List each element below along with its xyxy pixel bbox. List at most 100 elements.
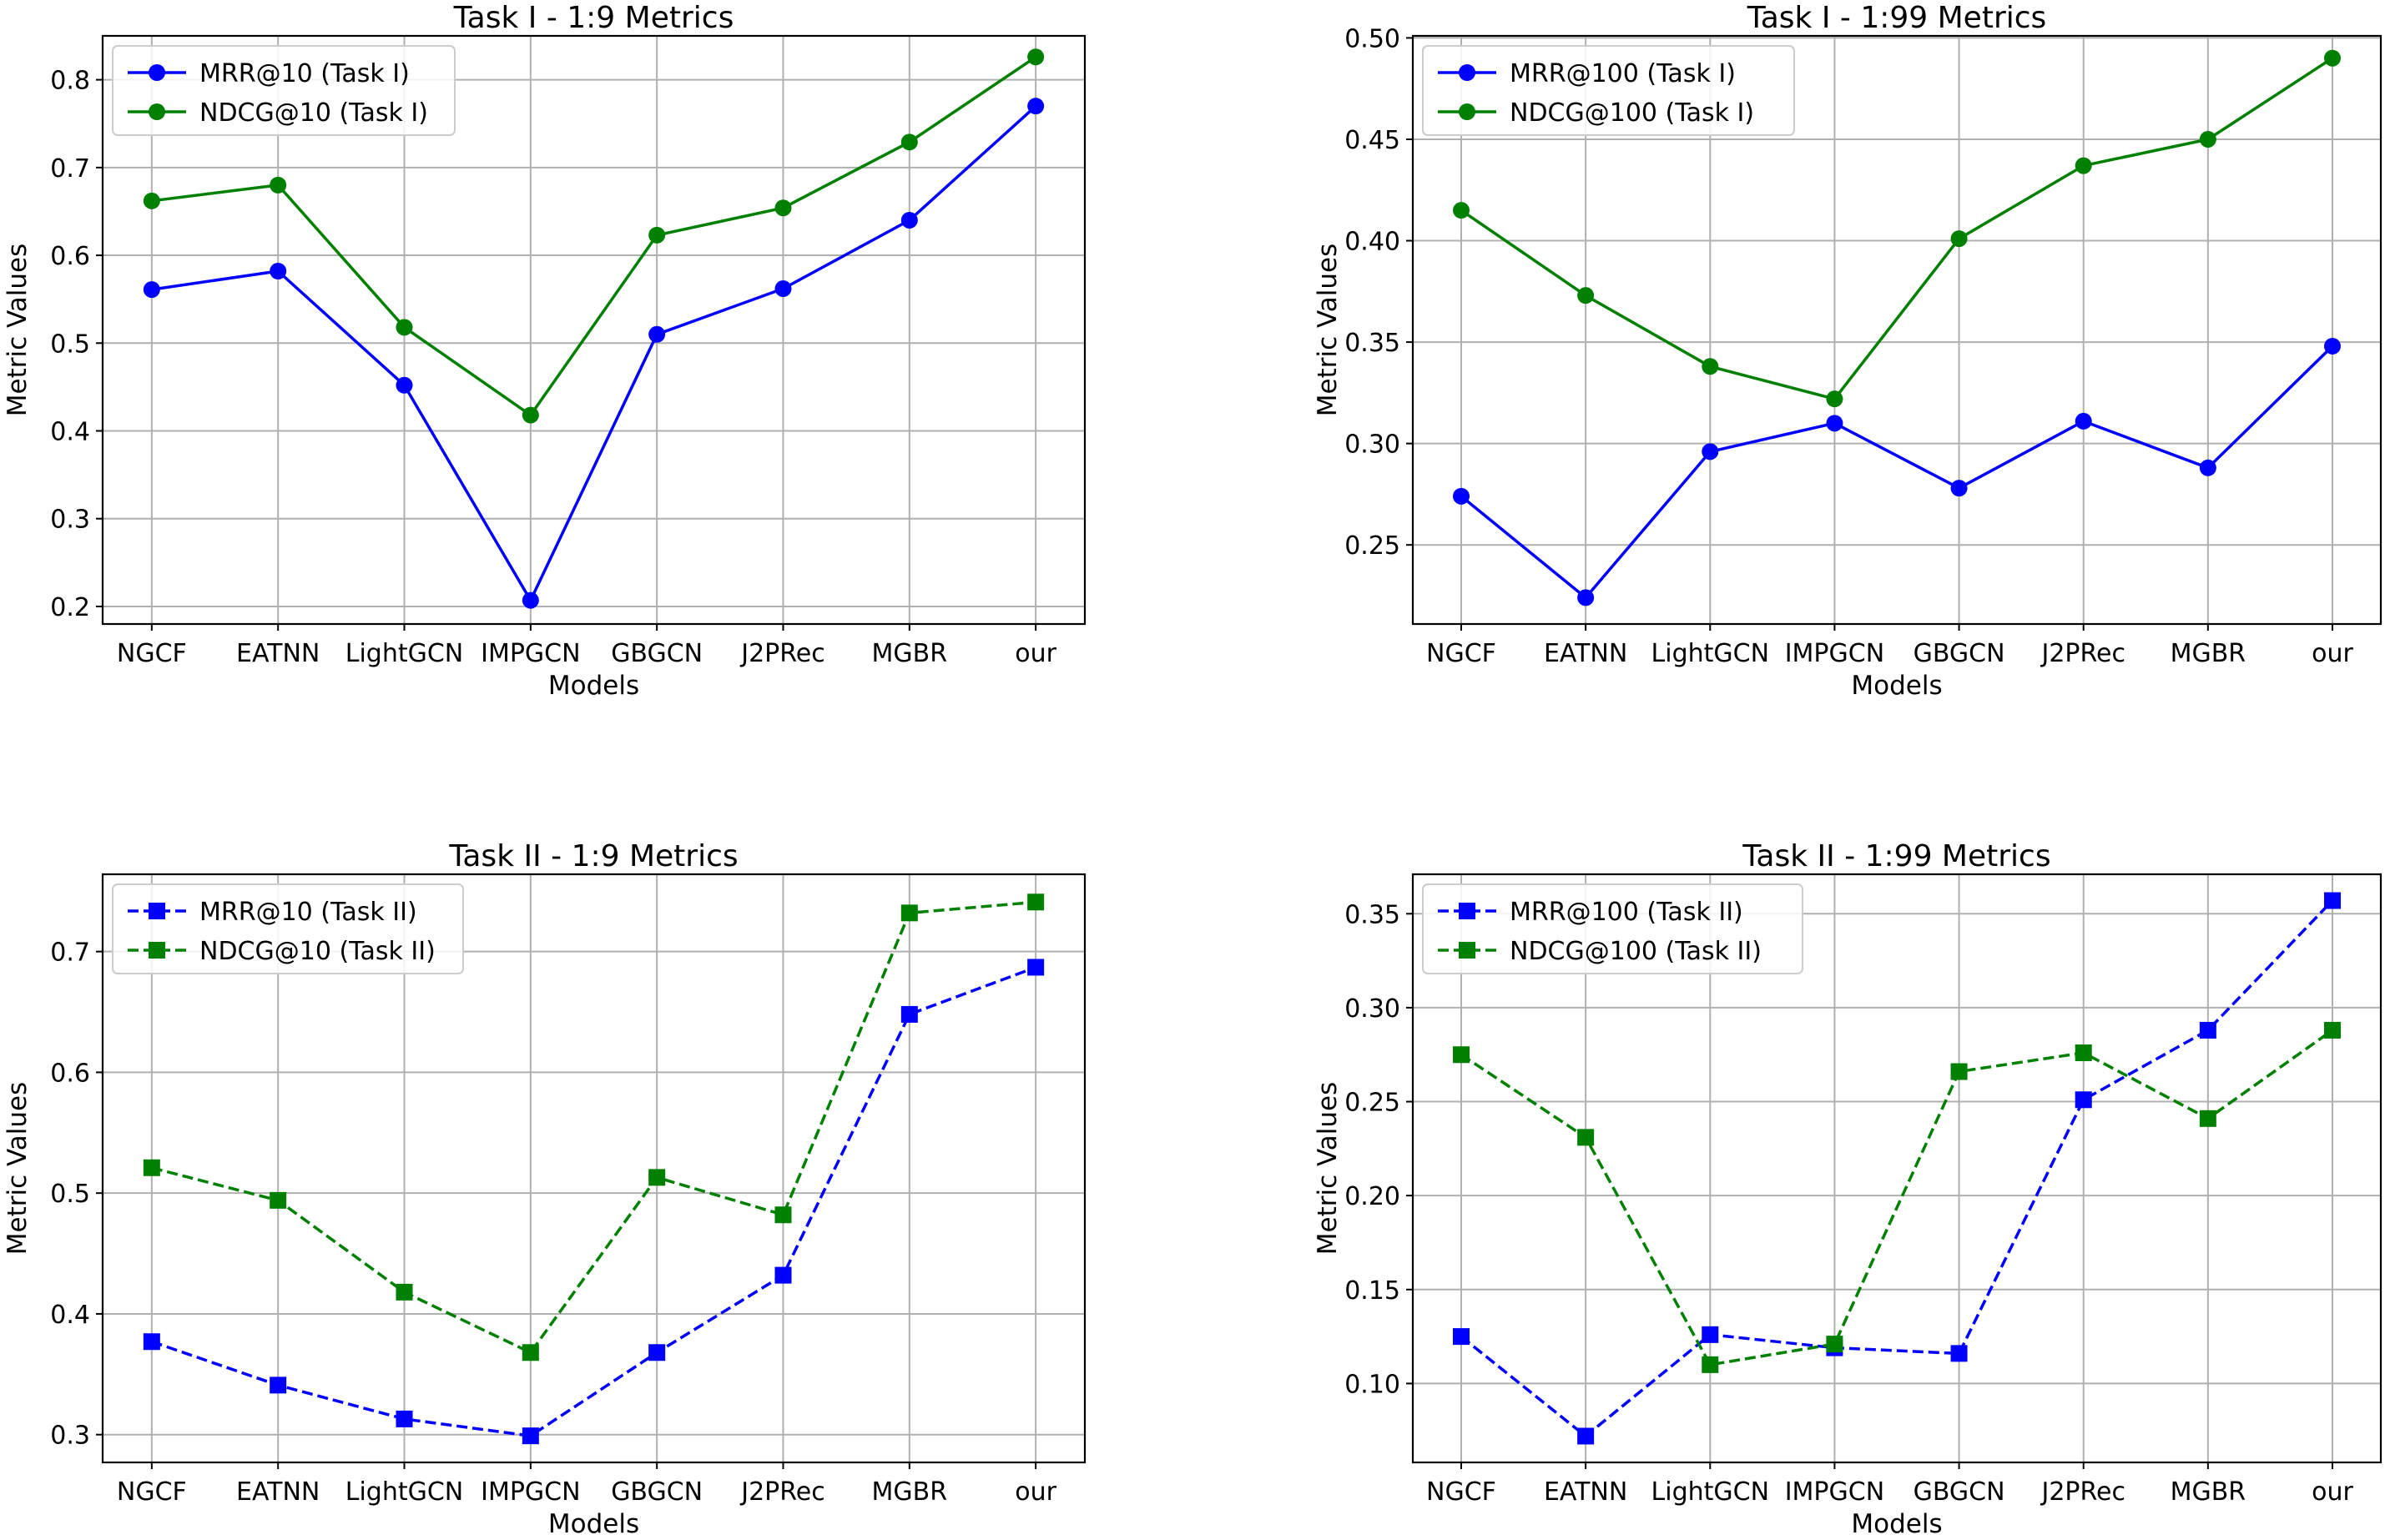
- data-point: [774, 199, 792, 217]
- y-axis-label: Metric Values: [1313, 1082, 1343, 1256]
- data-point: [143, 281, 160, 299]
- x-axis-label: Models: [548, 671, 639, 701]
- x-tick-label: our: [2312, 1477, 2353, 1507]
- x-tick-label: NGCF: [1426, 639, 1496, 668]
- legend-label: NDCG@100 (Task II): [1510, 937, 1762, 966]
- data-point: [1702, 1356, 1719, 1373]
- y-tick-label: 0.7: [50, 154, 90, 184]
- series-line-1: [151, 900, 1036, 1355]
- data-point: [1027, 48, 1045, 66]
- y-tick-label: 0.50: [1344, 24, 1400, 53]
- series-line-1: [151, 55, 1037, 417]
- y-tick-label: 0.30: [1344, 994, 1400, 1024]
- data-point: [522, 406, 539, 424]
- legend-box: [112, 45, 456, 136]
- data-point: [1577, 1427, 1595, 1445]
- data-point: [1577, 589, 1595, 606]
- y-tick-label: 0.20: [1344, 1182, 1400, 1211]
- x-tick-label: GBGCN: [1914, 639, 2005, 668]
- plot-frame: [101, 873, 1087, 1464]
- series-line-0: [151, 104, 1037, 602]
- data-point: [2199, 459, 2216, 476]
- chart-title: Task II - 1:9 Metrics: [448, 839, 738, 873]
- data-point: [1826, 390, 1843, 408]
- x-tick-label: LightGCN: [1651, 639, 1770, 668]
- data-point: [1453, 1328, 1470, 1346]
- data-point: [2075, 412, 2092, 430]
- data-point: [143, 1333, 160, 1351]
- data-point: [900, 904, 918, 922]
- data-point: [648, 226, 666, 244]
- y-tick-label: 0.35: [1344, 900, 1400, 929]
- data-point: [396, 319, 413, 336]
- legend-box: [1422, 45, 1795, 136]
- data-point: [1950, 1063, 1968, 1080]
- x-tick-label: MGBR: [872, 639, 948, 668]
- plot-frame: [101, 34, 1087, 626]
- y-tick-label: 0.35: [1344, 329, 1400, 358]
- data-point: [774, 1266, 792, 1284]
- series-line-1: [1460, 1029, 2334, 1366]
- legend-marker: [149, 903, 165, 919]
- chart-title: Task I - 1:99 Metrics: [1747, 1, 2047, 35]
- y-tick-label: 0.3: [50, 1422, 90, 1451]
- legend-marker: [1459, 103, 1475, 120]
- x-tick-label: NGCF: [117, 1477, 187, 1507]
- y-tick-label: 0.30: [1344, 430, 1400, 460]
- legend-label: MRR@100 (Task I): [1510, 59, 1736, 88]
- data-point: [900, 211, 918, 229]
- data-point: [1702, 1326, 1719, 1343]
- data-point: [2075, 1044, 2092, 1061]
- chart-panel-task1-1to99: NGCF EATNN LightGCN IMPGCN GBGCN J2PRec MGBR ou…: [1313, 1, 2382, 701]
- y-tick-label: 0.40: [1344, 228, 1400, 257]
- legend-marker: [149, 64, 165, 81]
- data-point: [1453, 1046, 1470, 1064]
- x-tick-label: IMPGCN: [481, 639, 580, 668]
- x-tick-label: NGCF: [117, 639, 187, 668]
- y-axis-label: Metric Values: [3, 244, 33, 417]
- data-point: [1950, 480, 1968, 497]
- data-point: [1027, 98, 1045, 115]
- data-point: [648, 1344, 666, 1361]
- data-point: [143, 192, 160, 209]
- x-tick-label: our: [1015, 1477, 1056, 1507]
- y-axis-label: Metric Values: [1313, 244, 1343, 417]
- legend-marker: [149, 942, 165, 959]
- data-point: [900, 1005, 918, 1023]
- x-tick-label: IMPGCN: [1785, 1477, 1884, 1507]
- x-tick-label: our: [1015, 639, 1056, 668]
- x-tick-label: LightGCN: [1651, 1477, 1770, 1507]
- data-point: [1453, 487, 1470, 505]
- data-point: [270, 1191, 287, 1209]
- x-tick-label: MGBR: [2171, 1477, 2246, 1507]
- x-axis-label: Models: [548, 1509, 639, 1539]
- plot-frame: [1411, 873, 2382, 1464]
- x-tick-label: J2PRec: [739, 1477, 824, 1507]
- data-point: [2324, 49, 2341, 67]
- x-tick-label: GBGCN: [611, 1477, 703, 1507]
- data-point: [522, 591, 539, 609]
- y-tick-label: 0.45: [1344, 126, 1400, 155]
- plot-frame: [1411, 34, 2382, 626]
- legend-box: [1422, 883, 1803, 974]
- data-point: [2199, 130, 2216, 148]
- data-point: [648, 1169, 666, 1186]
- legend-label: MRR@10 (Task I): [199, 59, 410, 88]
- legend-marker: [1459, 942, 1475, 959]
- data-point: [2075, 157, 2092, 174]
- data-point: [270, 1376, 287, 1394]
- data-point: [1950, 230, 1968, 248]
- data-point: [1826, 1336, 1843, 1353]
- legend-box: [112, 883, 464, 974]
- data-point: [396, 1283, 413, 1301]
- data-point: [1453, 202, 1470, 219]
- x-tick-label: GBGCN: [1914, 1477, 2005, 1507]
- legend-label: NDCG@10 (Task I): [199, 98, 428, 128]
- legend: MRR@10 (Task II) NDCG@10 (Task II): [112, 883, 464, 974]
- data-point: [774, 1206, 792, 1224]
- y-tick-label: 0.5: [50, 1180, 90, 1209]
- y-tick-label: 0.10: [1344, 1370, 1400, 1399]
- legend: MRR@10 (Task I) NDCG@10 (Task I): [112, 45, 456, 136]
- x-tick-label: LightGCN: [345, 1477, 464, 1507]
- series-line-0: [1460, 345, 2334, 600]
